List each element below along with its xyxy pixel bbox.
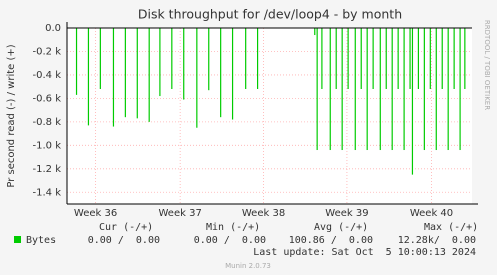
x-tick-label: Week 39 (325, 208, 368, 219)
stat-value: 0.00 / 0.00 (194, 235, 266, 246)
plot-area (67, 28, 472, 204)
legend-label: Bytes (26, 235, 56, 246)
stat-value: 12.28k/ 0.00 (398, 235, 476, 246)
stats-header: Cur (-/+) (99, 222, 153, 233)
y-tick-label: -1.0 k (33, 140, 62, 151)
last-update: Last update: Sat Oct 5 10:00:13 2024 (253, 247, 476, 258)
y-tick-label: -0.8 k (33, 117, 62, 128)
stats-header: Avg (-/+) (314, 222, 368, 233)
y-tick-label: -1.2 k (33, 164, 62, 175)
y-tick-label: -0.4 k (33, 70, 62, 81)
x-tick-label: Week 40 (410, 208, 453, 219)
stats-header: Max (-/+) (424, 222, 478, 233)
x-tick-label: Week 36 (74, 208, 117, 219)
stats-header: Min (-/+) (206, 222, 260, 233)
x-tick-label: Week 38 (242, 208, 285, 219)
stat-value: 100.86 / 0.00 (289, 235, 373, 246)
stat-value: 0.00 / 0.00 (88, 235, 160, 246)
x-tick-label: Week 37 (159, 208, 202, 219)
y-tick-label: 0.0 (45, 23, 61, 34)
legend-swatch (14, 236, 21, 243)
y-tick-label: -0.6 k (33, 93, 62, 104)
footer: Munin 2.0.73 (225, 262, 271, 270)
y-tick-label: -1.4 k (33, 187, 62, 198)
side-text: RRDTOOL / TOBI OETIKER (483, 20, 491, 110)
y-axis-label: Pr second read (-) / write (+) (6, 44, 17, 187)
y-tick-label: -0.2 k (33, 46, 62, 57)
chart-title: Disk throughput for /dev/loop4 - by mont… (138, 7, 402, 22)
